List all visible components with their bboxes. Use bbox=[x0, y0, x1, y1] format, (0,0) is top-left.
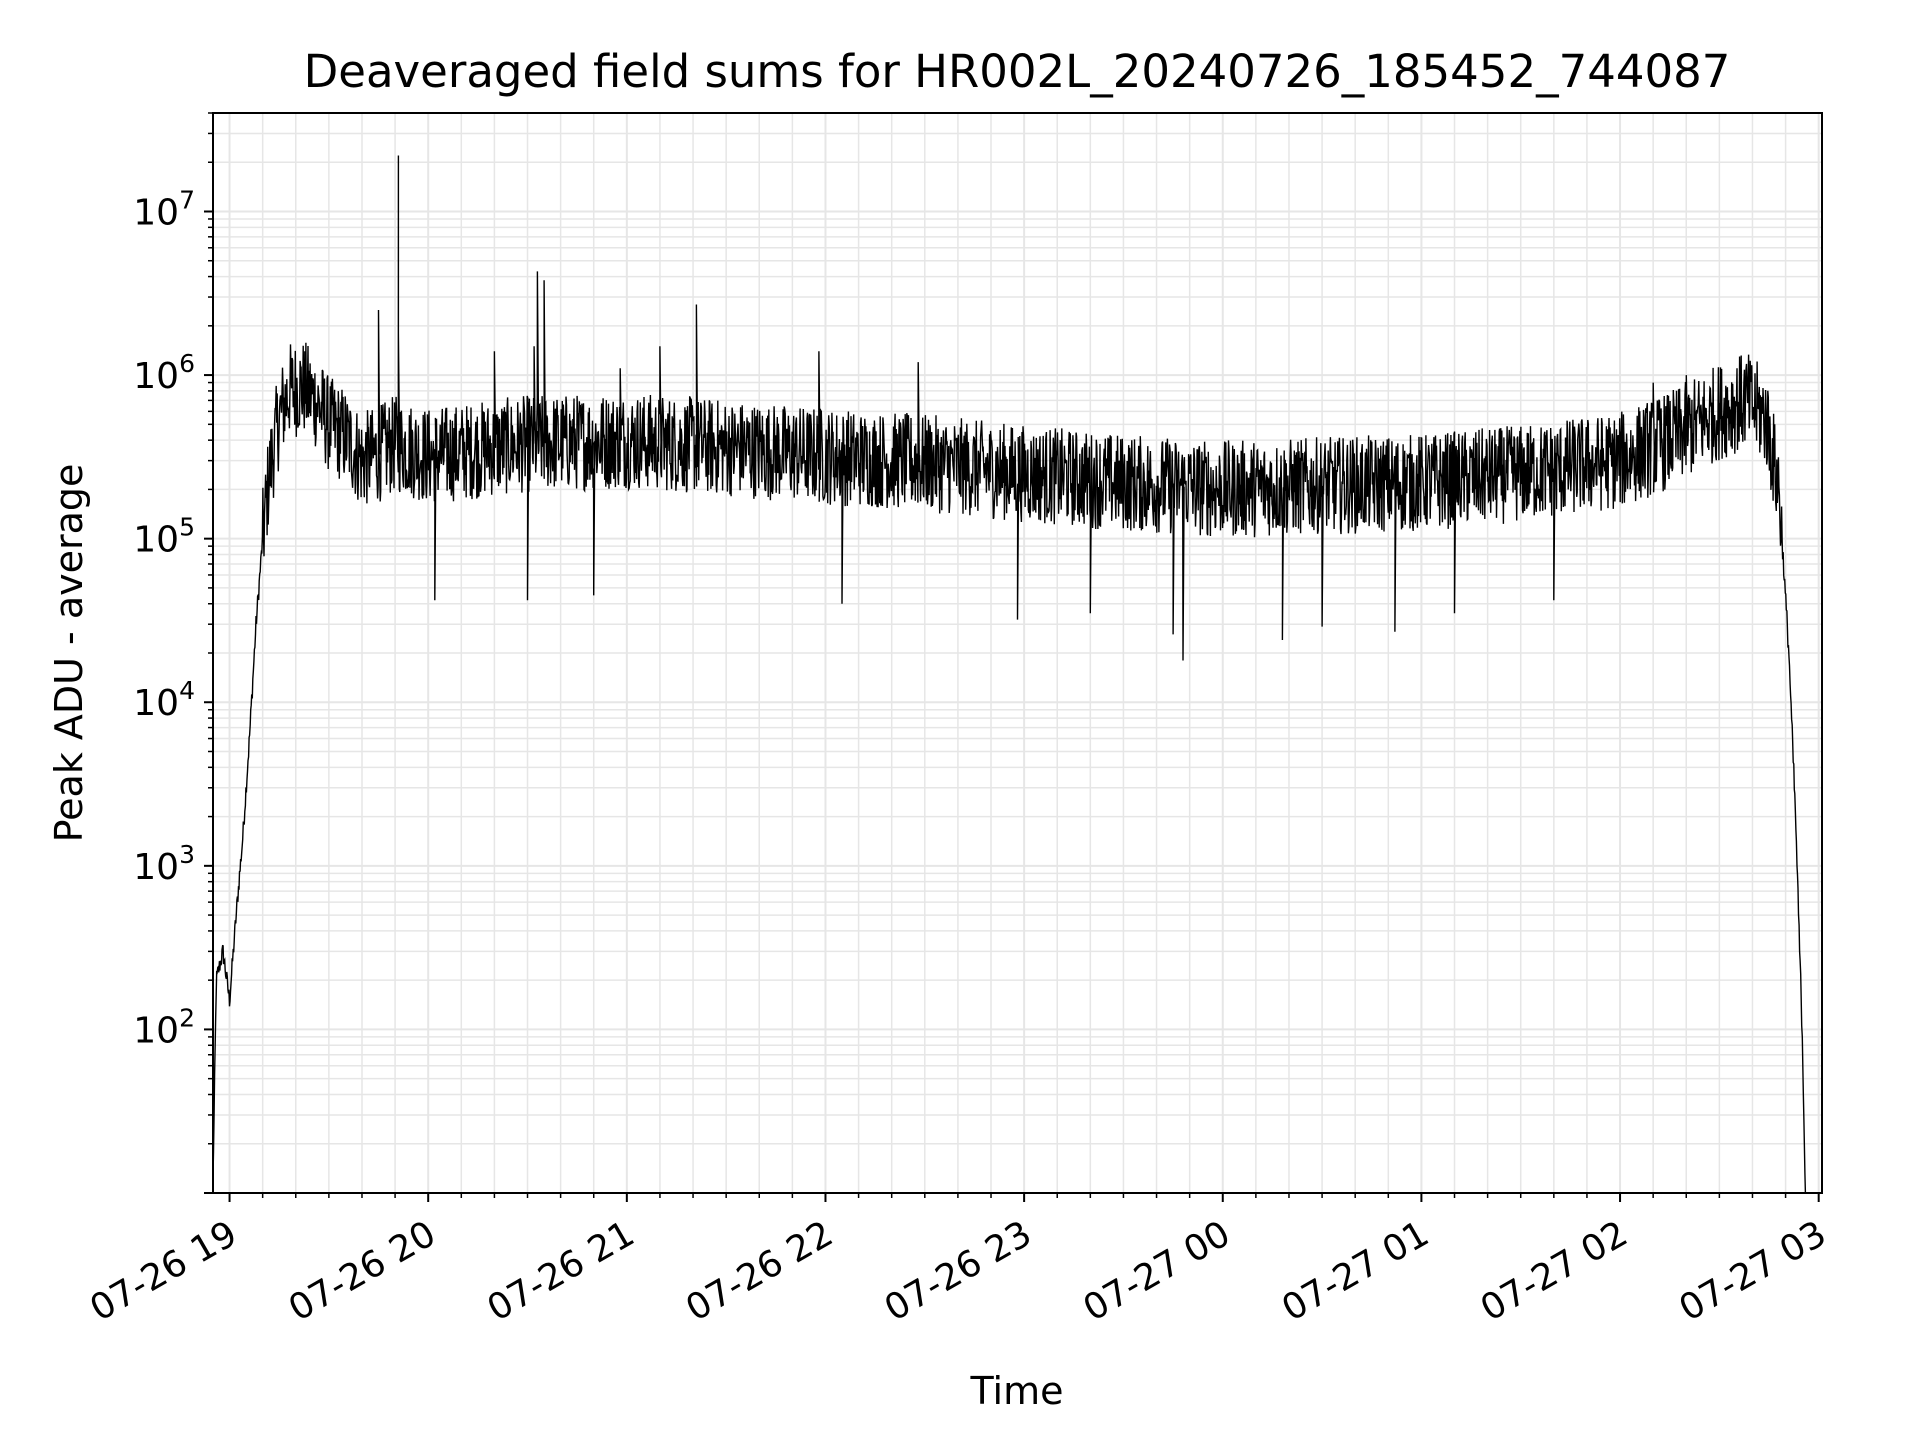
y-tick-label: 104 bbox=[133, 676, 195, 724]
y-tick-label: 103 bbox=[133, 840, 195, 888]
chart-title: Deaveraged field sums for HR002L_2024072… bbox=[304, 45, 1731, 98]
y-axis-label: Peak ADU - average bbox=[47, 464, 91, 843]
series-line bbox=[212, 155, 1807, 1194]
x-axis-label: Time bbox=[970, 1369, 1064, 1413]
y-tick-label: 102 bbox=[133, 1003, 195, 1051]
data-series bbox=[212, 155, 1807, 1194]
y-tick-label: 105 bbox=[133, 513, 195, 561]
y-tick-label: 107 bbox=[133, 185, 195, 233]
axis-ticks bbox=[204, 112, 1820, 1202]
y-tick-label: 106 bbox=[133, 349, 195, 397]
